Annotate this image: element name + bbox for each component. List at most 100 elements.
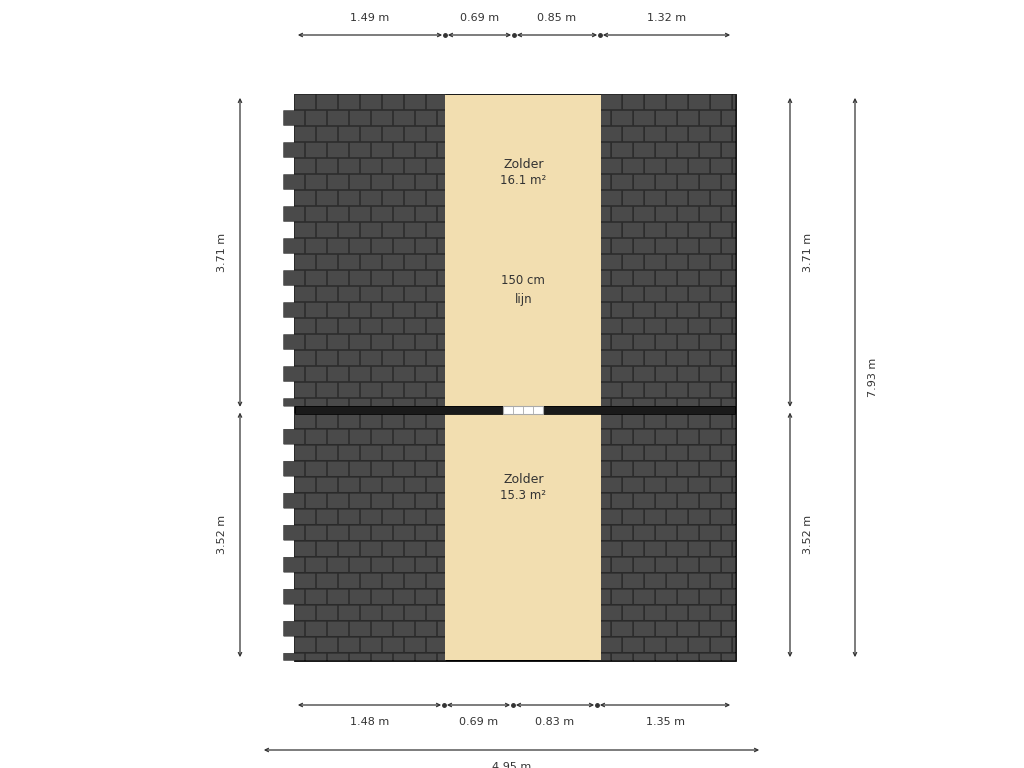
FancyBboxPatch shape	[733, 254, 735, 270]
FancyBboxPatch shape	[611, 621, 633, 636]
FancyBboxPatch shape	[393, 525, 415, 540]
FancyBboxPatch shape	[393, 399, 415, 406]
FancyBboxPatch shape	[678, 654, 698, 660]
FancyBboxPatch shape	[667, 158, 688, 174]
FancyBboxPatch shape	[437, 111, 446, 125]
FancyBboxPatch shape	[372, 558, 392, 572]
FancyBboxPatch shape	[316, 127, 338, 141]
FancyBboxPatch shape	[699, 429, 721, 444]
FancyBboxPatch shape	[611, 303, 633, 317]
FancyBboxPatch shape	[393, 366, 415, 382]
FancyBboxPatch shape	[305, 621, 327, 636]
FancyBboxPatch shape	[711, 286, 732, 302]
FancyBboxPatch shape	[427, 94, 446, 110]
FancyBboxPatch shape	[689, 254, 710, 270]
FancyBboxPatch shape	[689, 223, 710, 237]
FancyBboxPatch shape	[678, 429, 698, 444]
FancyBboxPatch shape	[360, 509, 382, 525]
FancyBboxPatch shape	[427, 637, 446, 652]
FancyBboxPatch shape	[416, 621, 436, 636]
FancyBboxPatch shape	[372, 429, 392, 444]
FancyBboxPatch shape	[590, 589, 610, 604]
FancyBboxPatch shape	[328, 399, 348, 406]
FancyBboxPatch shape	[634, 589, 654, 604]
FancyBboxPatch shape	[295, 605, 315, 621]
FancyBboxPatch shape	[284, 429, 304, 444]
FancyBboxPatch shape	[711, 94, 732, 110]
FancyBboxPatch shape	[699, 525, 721, 540]
FancyBboxPatch shape	[339, 413, 359, 429]
FancyBboxPatch shape	[611, 111, 633, 125]
FancyBboxPatch shape	[328, 493, 348, 508]
FancyBboxPatch shape	[689, 319, 710, 333]
FancyBboxPatch shape	[328, 462, 348, 476]
FancyBboxPatch shape	[689, 541, 710, 556]
Text: 3.71 m: 3.71 m	[217, 233, 227, 272]
FancyBboxPatch shape	[339, 158, 359, 174]
FancyBboxPatch shape	[711, 637, 732, 652]
FancyBboxPatch shape	[645, 541, 666, 556]
FancyBboxPatch shape	[634, 621, 654, 636]
Bar	[445, 95, 601, 406]
FancyBboxPatch shape	[655, 366, 677, 382]
Text: 0.69 m: 0.69 m	[459, 717, 498, 727]
FancyBboxPatch shape	[284, 239, 304, 253]
FancyBboxPatch shape	[305, 558, 327, 572]
FancyBboxPatch shape	[284, 493, 304, 508]
FancyBboxPatch shape	[678, 462, 698, 476]
FancyBboxPatch shape	[655, 174, 677, 190]
FancyBboxPatch shape	[416, 303, 436, 317]
FancyBboxPatch shape	[284, 270, 304, 286]
FancyBboxPatch shape	[590, 654, 610, 660]
FancyBboxPatch shape	[711, 319, 732, 333]
FancyBboxPatch shape	[360, 637, 382, 652]
FancyBboxPatch shape	[404, 286, 426, 302]
FancyBboxPatch shape	[305, 525, 327, 540]
FancyBboxPatch shape	[393, 174, 415, 190]
FancyBboxPatch shape	[601, 286, 622, 302]
FancyBboxPatch shape	[284, 621, 304, 636]
FancyBboxPatch shape	[437, 558, 446, 572]
FancyBboxPatch shape	[328, 303, 348, 317]
FancyBboxPatch shape	[360, 190, 382, 206]
FancyBboxPatch shape	[722, 399, 735, 406]
FancyBboxPatch shape	[678, 366, 698, 382]
FancyBboxPatch shape	[427, 158, 446, 174]
FancyBboxPatch shape	[611, 143, 633, 157]
FancyBboxPatch shape	[284, 111, 304, 125]
FancyBboxPatch shape	[393, 239, 415, 253]
FancyBboxPatch shape	[284, 303, 304, 317]
Text: 4.95 m: 4.95 m	[492, 762, 531, 768]
FancyBboxPatch shape	[305, 429, 327, 444]
FancyBboxPatch shape	[667, 254, 688, 270]
Bar	[601, 414, 735, 660]
FancyBboxPatch shape	[689, 127, 710, 141]
FancyBboxPatch shape	[404, 477, 426, 492]
FancyBboxPatch shape	[645, 94, 666, 110]
FancyBboxPatch shape	[645, 382, 666, 398]
FancyBboxPatch shape	[372, 525, 392, 540]
FancyBboxPatch shape	[295, 190, 315, 206]
FancyBboxPatch shape	[339, 445, 359, 460]
FancyBboxPatch shape	[655, 111, 677, 125]
FancyBboxPatch shape	[678, 399, 698, 406]
FancyBboxPatch shape	[733, 509, 735, 525]
FancyBboxPatch shape	[416, 335, 436, 349]
FancyBboxPatch shape	[393, 654, 415, 660]
FancyBboxPatch shape	[305, 174, 327, 190]
FancyBboxPatch shape	[667, 573, 688, 588]
FancyBboxPatch shape	[645, 319, 666, 333]
FancyBboxPatch shape	[360, 158, 382, 174]
FancyBboxPatch shape	[305, 366, 327, 382]
FancyBboxPatch shape	[601, 605, 622, 621]
Bar	[295, 95, 735, 660]
FancyBboxPatch shape	[678, 621, 698, 636]
FancyBboxPatch shape	[667, 190, 688, 206]
FancyBboxPatch shape	[733, 223, 735, 237]
FancyBboxPatch shape	[699, 303, 721, 317]
FancyBboxPatch shape	[623, 94, 644, 110]
FancyBboxPatch shape	[328, 335, 348, 349]
FancyBboxPatch shape	[305, 654, 327, 660]
FancyBboxPatch shape	[383, 350, 403, 366]
Bar	[445, 414, 601, 660]
